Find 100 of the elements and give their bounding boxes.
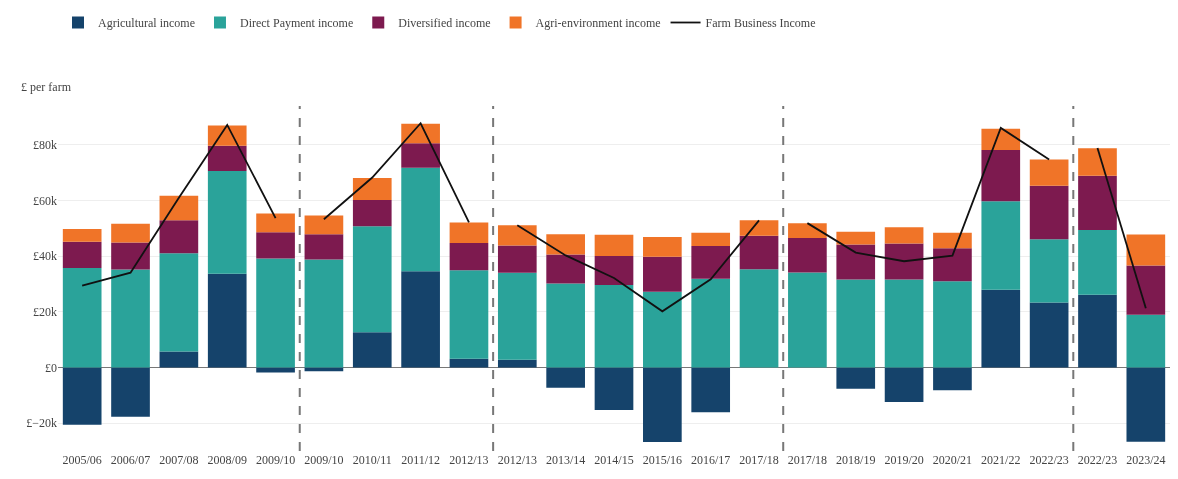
bar xyxy=(401,167,440,272)
y-tick-label: £0 xyxy=(45,360,57,375)
x-tick-label: 2022/23 xyxy=(1077,453,1118,467)
bar xyxy=(836,367,876,389)
bar xyxy=(933,248,972,282)
bar xyxy=(62,241,102,268)
bar xyxy=(111,269,150,368)
bar xyxy=(788,237,827,273)
x-tick-label: 2011/12 xyxy=(401,453,441,467)
bar xyxy=(691,245,731,279)
bar xyxy=(401,271,440,368)
bar xyxy=(207,145,247,172)
bar xyxy=(739,220,779,236)
bar xyxy=(207,171,247,274)
x-tick-label: 2018/19 xyxy=(836,453,876,467)
bar xyxy=(497,359,537,368)
bar xyxy=(884,279,924,368)
bar xyxy=(256,258,295,368)
bar xyxy=(111,223,150,243)
bar xyxy=(1029,185,1069,240)
x-tick-label: 2010/11 xyxy=(352,453,392,467)
bar xyxy=(546,254,585,284)
bar xyxy=(691,367,731,413)
x-tick-label: 2005/06 xyxy=(62,453,102,467)
x-tick-label: 2006/07 xyxy=(110,453,151,467)
bar xyxy=(159,220,199,254)
bar xyxy=(594,284,634,368)
bar xyxy=(256,367,295,373)
bar xyxy=(497,225,537,246)
y-tick-label: £20k xyxy=(33,305,57,320)
bar xyxy=(449,270,489,359)
bar xyxy=(304,234,344,260)
bar xyxy=(836,231,876,245)
bar xyxy=(62,228,102,242)
bar xyxy=(594,367,634,411)
bar xyxy=(159,253,199,352)
bar xyxy=(1126,367,1166,442)
line-series xyxy=(81,124,277,287)
bar xyxy=(62,267,102,368)
bar xyxy=(884,243,924,280)
line-series xyxy=(323,122,470,224)
bar xyxy=(449,242,489,271)
bar xyxy=(497,245,537,273)
bar xyxy=(981,128,1021,150)
bar xyxy=(1029,302,1069,368)
bar xyxy=(546,367,585,388)
bar xyxy=(304,259,344,368)
bar xyxy=(1078,148,1117,176)
x-tick-label: 2021/22 xyxy=(981,453,1021,467)
bar xyxy=(111,242,150,270)
bar xyxy=(62,367,102,425)
bar xyxy=(304,215,344,235)
x-tick-label: 2017/18 xyxy=(787,453,828,467)
bar xyxy=(352,200,392,227)
y-tick-label: £−20k xyxy=(26,416,57,431)
bar xyxy=(594,234,634,256)
bar xyxy=(691,278,731,368)
bar xyxy=(207,273,247,368)
bar xyxy=(256,213,295,233)
x-tick-label: 2012/13 xyxy=(449,453,489,467)
bar xyxy=(352,178,392,201)
x-tick-label: 2013/14 xyxy=(545,453,586,467)
y-tick-label: £80k xyxy=(33,138,57,153)
legend-label: Agricultural income xyxy=(98,16,195,31)
bar xyxy=(449,358,489,368)
bar xyxy=(739,269,779,368)
bar xyxy=(1078,230,1117,295)
x-tick-label: 2007/08 xyxy=(159,453,199,467)
bar xyxy=(788,223,827,238)
bar xyxy=(111,367,150,417)
bar xyxy=(159,351,199,368)
bar xyxy=(159,195,199,221)
y-tick-label: £40k xyxy=(33,249,57,264)
x-tick-label: 2020/21 xyxy=(932,453,973,467)
x-tick-label: 2017/18 xyxy=(739,453,779,467)
y-tick-label: £60k xyxy=(33,193,57,208)
bar xyxy=(643,256,682,292)
bar xyxy=(1126,234,1166,266)
bar xyxy=(739,235,779,270)
bar xyxy=(546,283,585,368)
bar xyxy=(1029,239,1069,303)
line-series xyxy=(806,127,1051,263)
bar xyxy=(981,201,1021,290)
bar xyxy=(401,143,440,168)
bar xyxy=(933,232,972,249)
x-tick-label: 2012/13 xyxy=(497,453,537,467)
bar xyxy=(981,289,1021,368)
x-tick-label: 2016/17 xyxy=(691,453,731,467)
legend-label: Diversified income xyxy=(398,16,491,31)
bar xyxy=(546,234,585,255)
x-tick-label: 2022/23 xyxy=(1029,453,1069,467)
bar xyxy=(594,255,634,285)
bar xyxy=(884,367,924,403)
x-tick-label: 2019/20 xyxy=(884,453,924,467)
bar xyxy=(1078,294,1117,368)
bar xyxy=(836,279,876,368)
bar xyxy=(256,232,295,259)
x-tick-label: 2014/15 xyxy=(594,453,634,467)
bar xyxy=(643,291,682,368)
x-tick-label: 2009/10 xyxy=(304,453,344,467)
